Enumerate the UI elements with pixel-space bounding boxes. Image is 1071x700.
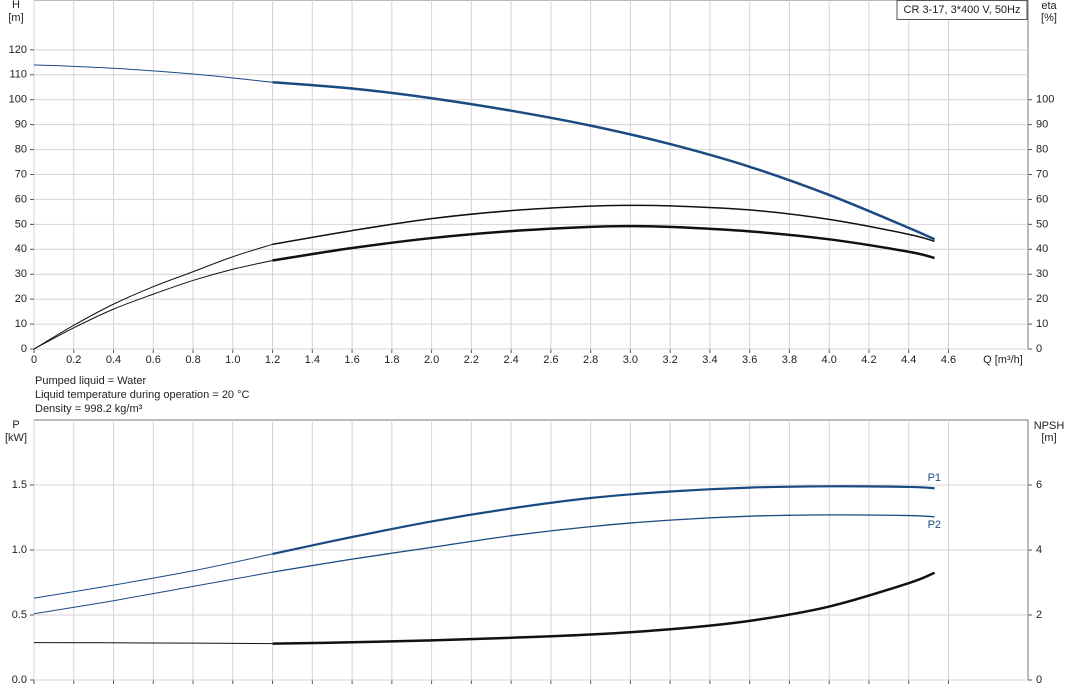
curve xyxy=(33,642,273,645)
x-tick-label: 3.8 xyxy=(782,354,797,366)
x-tick-label: 1.8 xyxy=(384,354,399,366)
y2-axis-label: eta xyxy=(1041,0,1057,12)
y2-tick-label: 70 xyxy=(1036,168,1048,180)
x-tick-label: 0.8 xyxy=(185,354,200,366)
y2-axis-label: NPSH xyxy=(1034,420,1065,432)
curve xyxy=(272,204,935,246)
y2-tick-label: 60 xyxy=(1036,193,1048,205)
x-tick-label: 2.0 xyxy=(424,354,439,366)
info-text: CR 3-17, 3*400 V, 50Hz xyxy=(904,4,1021,16)
x-tick-label: 0 xyxy=(31,354,37,366)
y2-axis-unit: [m] xyxy=(1041,432,1056,444)
y-tick-label: 80 xyxy=(15,143,27,155)
x-tick-label: 3.0 xyxy=(623,354,638,366)
y-tick-label: 0.0 xyxy=(12,674,27,686)
curve-label: P1 xyxy=(928,472,941,484)
x-tick-label: 0.2 xyxy=(66,354,81,366)
x-tick-label: 4.6 xyxy=(941,354,956,366)
curve xyxy=(272,224,935,262)
y2-tick-label: 10 xyxy=(1036,318,1048,330)
x-tick-label: 3.2 xyxy=(663,354,678,366)
x-tick-label: 3.4 xyxy=(702,354,717,366)
curve xyxy=(33,243,273,350)
x-tick-label: 0.6 xyxy=(146,354,161,366)
y2-tick-label: 20 xyxy=(1036,293,1048,305)
note: Liquid temperature during operation = 20… xyxy=(35,389,250,401)
y2-tick-label: 80 xyxy=(1036,143,1048,155)
curve-label: P2 xyxy=(928,519,941,531)
curve xyxy=(33,553,273,599)
x-tick-label: 0.4 xyxy=(106,354,121,366)
curve xyxy=(33,64,273,83)
y-tick-label: 110 xyxy=(9,69,27,81)
y2-tick-label: 100 xyxy=(1036,94,1054,106)
x-tick-label: 1.0 xyxy=(225,354,240,366)
curve xyxy=(33,260,273,350)
curve xyxy=(272,514,935,573)
y-axis-label: P xyxy=(12,419,19,431)
y-tick-label: 120 xyxy=(9,44,27,56)
x-tick-label: 2.8 xyxy=(583,354,598,366)
y-tick-label: 30 xyxy=(15,268,27,280)
y2-tick-label: 0 xyxy=(1036,674,1042,686)
y-tick-label: 0.5 xyxy=(12,609,27,621)
y2-tick-label: 30 xyxy=(1036,268,1048,280)
y2-tick-label: 90 xyxy=(1036,119,1048,131)
y-tick-label: 1.0 xyxy=(12,544,27,556)
y2-tick-label: 40 xyxy=(1036,243,1048,255)
y2-axis-unit: [%] xyxy=(1041,12,1057,24)
x-axis-label: Q [m³/h] xyxy=(983,354,1023,366)
y-axis-unit: [m] xyxy=(8,12,23,24)
x-tick-label: 2.2 xyxy=(464,354,479,366)
y-tick-label: 70 xyxy=(15,168,27,180)
y-axis-label: H xyxy=(12,0,20,11)
y2-tick-label: 0 xyxy=(1036,343,1042,355)
x-tick-label: 1.2 xyxy=(265,354,280,366)
y-tick-label: 100 xyxy=(9,94,27,106)
curve xyxy=(33,571,273,615)
y-tick-label: 60 xyxy=(15,193,27,205)
y2-tick-label: 50 xyxy=(1036,218,1048,230)
x-tick-label: 2.6 xyxy=(543,354,558,366)
curve xyxy=(272,571,936,645)
y-tick-label: 10 xyxy=(15,318,27,330)
y-tick-label: 40 xyxy=(15,243,27,255)
info-box xyxy=(896,0,1028,20)
y-tick-label: 50 xyxy=(15,218,27,230)
x-tick-label: 2.4 xyxy=(503,354,518,366)
y-tick-label: 90 xyxy=(15,119,27,131)
y2-tick-label: 4 xyxy=(1036,544,1042,556)
y-tick-label: 1.5 xyxy=(12,479,27,491)
y-tick-label: 20 xyxy=(15,293,27,305)
y2-tick-label: 6 xyxy=(1036,479,1042,491)
curve xyxy=(272,485,935,555)
y2-tick-label: 2 xyxy=(1036,609,1042,621)
y-axis-unit: [kW] xyxy=(5,432,27,444)
x-tick-label: 3.6 xyxy=(742,354,757,366)
note: Density = 998.2 kg/m³ xyxy=(35,403,143,415)
x-tick-label: 4.4 xyxy=(901,354,916,366)
curve xyxy=(272,81,936,241)
note: Pumped liquid = Water xyxy=(35,375,147,387)
x-tick-label: 4.2 xyxy=(861,354,876,366)
x-tick-label: 1.4 xyxy=(305,354,320,366)
y-tick-label: 0 xyxy=(21,343,27,355)
x-tick-label: 1.6 xyxy=(344,354,359,366)
x-tick-label: 4.0 xyxy=(822,354,837,366)
